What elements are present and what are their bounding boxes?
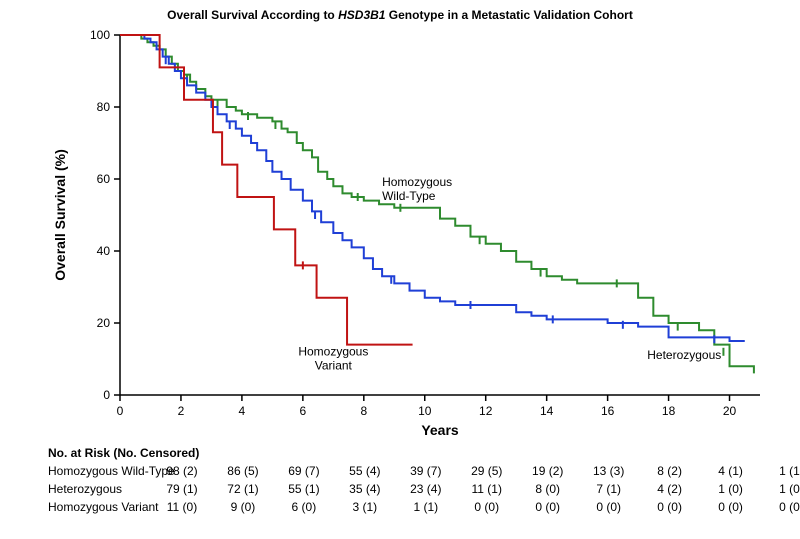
x-tick-label: 12 [479,404,493,418]
chart-container: Overall Survival According to HSD3B1 Gen… [0,0,800,539]
risk-cell: 11 (1) [472,482,502,496]
risk-row-label: Homozygous Wild-Type [48,464,175,478]
risk-cell: 8 (2) [657,464,682,478]
risk-cell: 39 (7) [410,464,441,478]
chart-title: Overall Survival According to HSD3B1 Gen… [0,8,800,22]
risk-row-label: Homozygous Variant [48,500,159,514]
x-tick-label: 2 [178,404,185,418]
risk-cell: 98 (2) [166,464,197,478]
risk-cell: 4 (1) [718,464,743,478]
series-label-variant: Homozygous [298,344,368,358]
y-tick-label: 80 [97,100,111,114]
risk-cell: 1 (1) [779,464,800,478]
risk-cell: 0 (0) [718,500,743,514]
x-tick-label: 20 [723,404,737,418]
series-label-wild_type: Wild-Type [382,189,436,203]
x-tick-label: 10 [418,404,432,418]
x-axis-label: Years [421,422,459,438]
x-tick-label: 18 [662,404,676,418]
risk-cell: 0 (0) [657,500,682,514]
y-tick-label: 100 [90,28,110,42]
y-axis-label: Overall Survival (%) [52,149,68,281]
risk-cell: 72 (1) [227,482,258,496]
series-label-wild_type: Homozygous [382,175,452,189]
x-tick-label: 14 [540,404,554,418]
x-tick-label: 16 [601,404,615,418]
y-tick-label: 40 [97,244,111,258]
risk-cell: 7 (1) [596,482,621,496]
y-tick-label: 0 [103,388,110,402]
risk-cell: 8 (0) [535,482,560,496]
x-tick-label: 4 [239,404,246,418]
risk-cell: 29 (5) [471,464,502,478]
series-wild_type [120,35,754,373]
risk-row-label: Heterozygous [48,482,122,496]
risk-cell: 1 (0) [718,482,743,496]
risk-cell: 23 (4) [410,482,441,496]
risk-cell: 4 (2) [657,482,682,496]
risk-cell: 0 (0) [779,500,800,514]
risk-table-header: No. at Risk (No. Censored) [48,446,199,460]
y-tick-label: 60 [97,172,111,186]
risk-cell: 1 (1) [413,500,438,514]
risk-cell: 35 (4) [349,482,380,496]
risk-cell: 0 (0) [474,500,499,514]
y-tick-label: 20 [97,316,111,330]
risk-cell: 3 (1) [353,500,378,514]
risk-cell: 0 (0) [596,500,621,514]
x-tick-label: 6 [300,404,307,418]
risk-cell: 79 (1) [166,482,197,496]
risk-cell: 1 (0) [779,482,800,496]
risk-cell: 69 (7) [288,464,319,478]
km-chart: 0 20 40 60 80 100 0 2 4 6 8 10 12 14 16 18 20 Overall Sur… [0,0,800,539]
risk-cell: 19 (2) [532,464,563,478]
risk-cell: 55 (1) [288,482,319,496]
series-label-heterozygous: Heterozygous [647,348,721,362]
x-tick-label: 0 [117,404,124,418]
risk-cell: 86 (5) [227,464,258,478]
series-variant [120,35,413,345]
risk-cell: 11 (0) [167,500,197,514]
risk-cell: 0 (0) [535,500,560,514]
risk-cell: 9 (0) [231,500,256,514]
series-label-variant: Variant [315,358,353,372]
risk-cell: 6 (0) [292,500,317,514]
risk-cell: 55 (4) [349,464,380,478]
risk-cell: 13 (3) [593,464,624,478]
x-tick-label: 8 [360,404,367,418]
